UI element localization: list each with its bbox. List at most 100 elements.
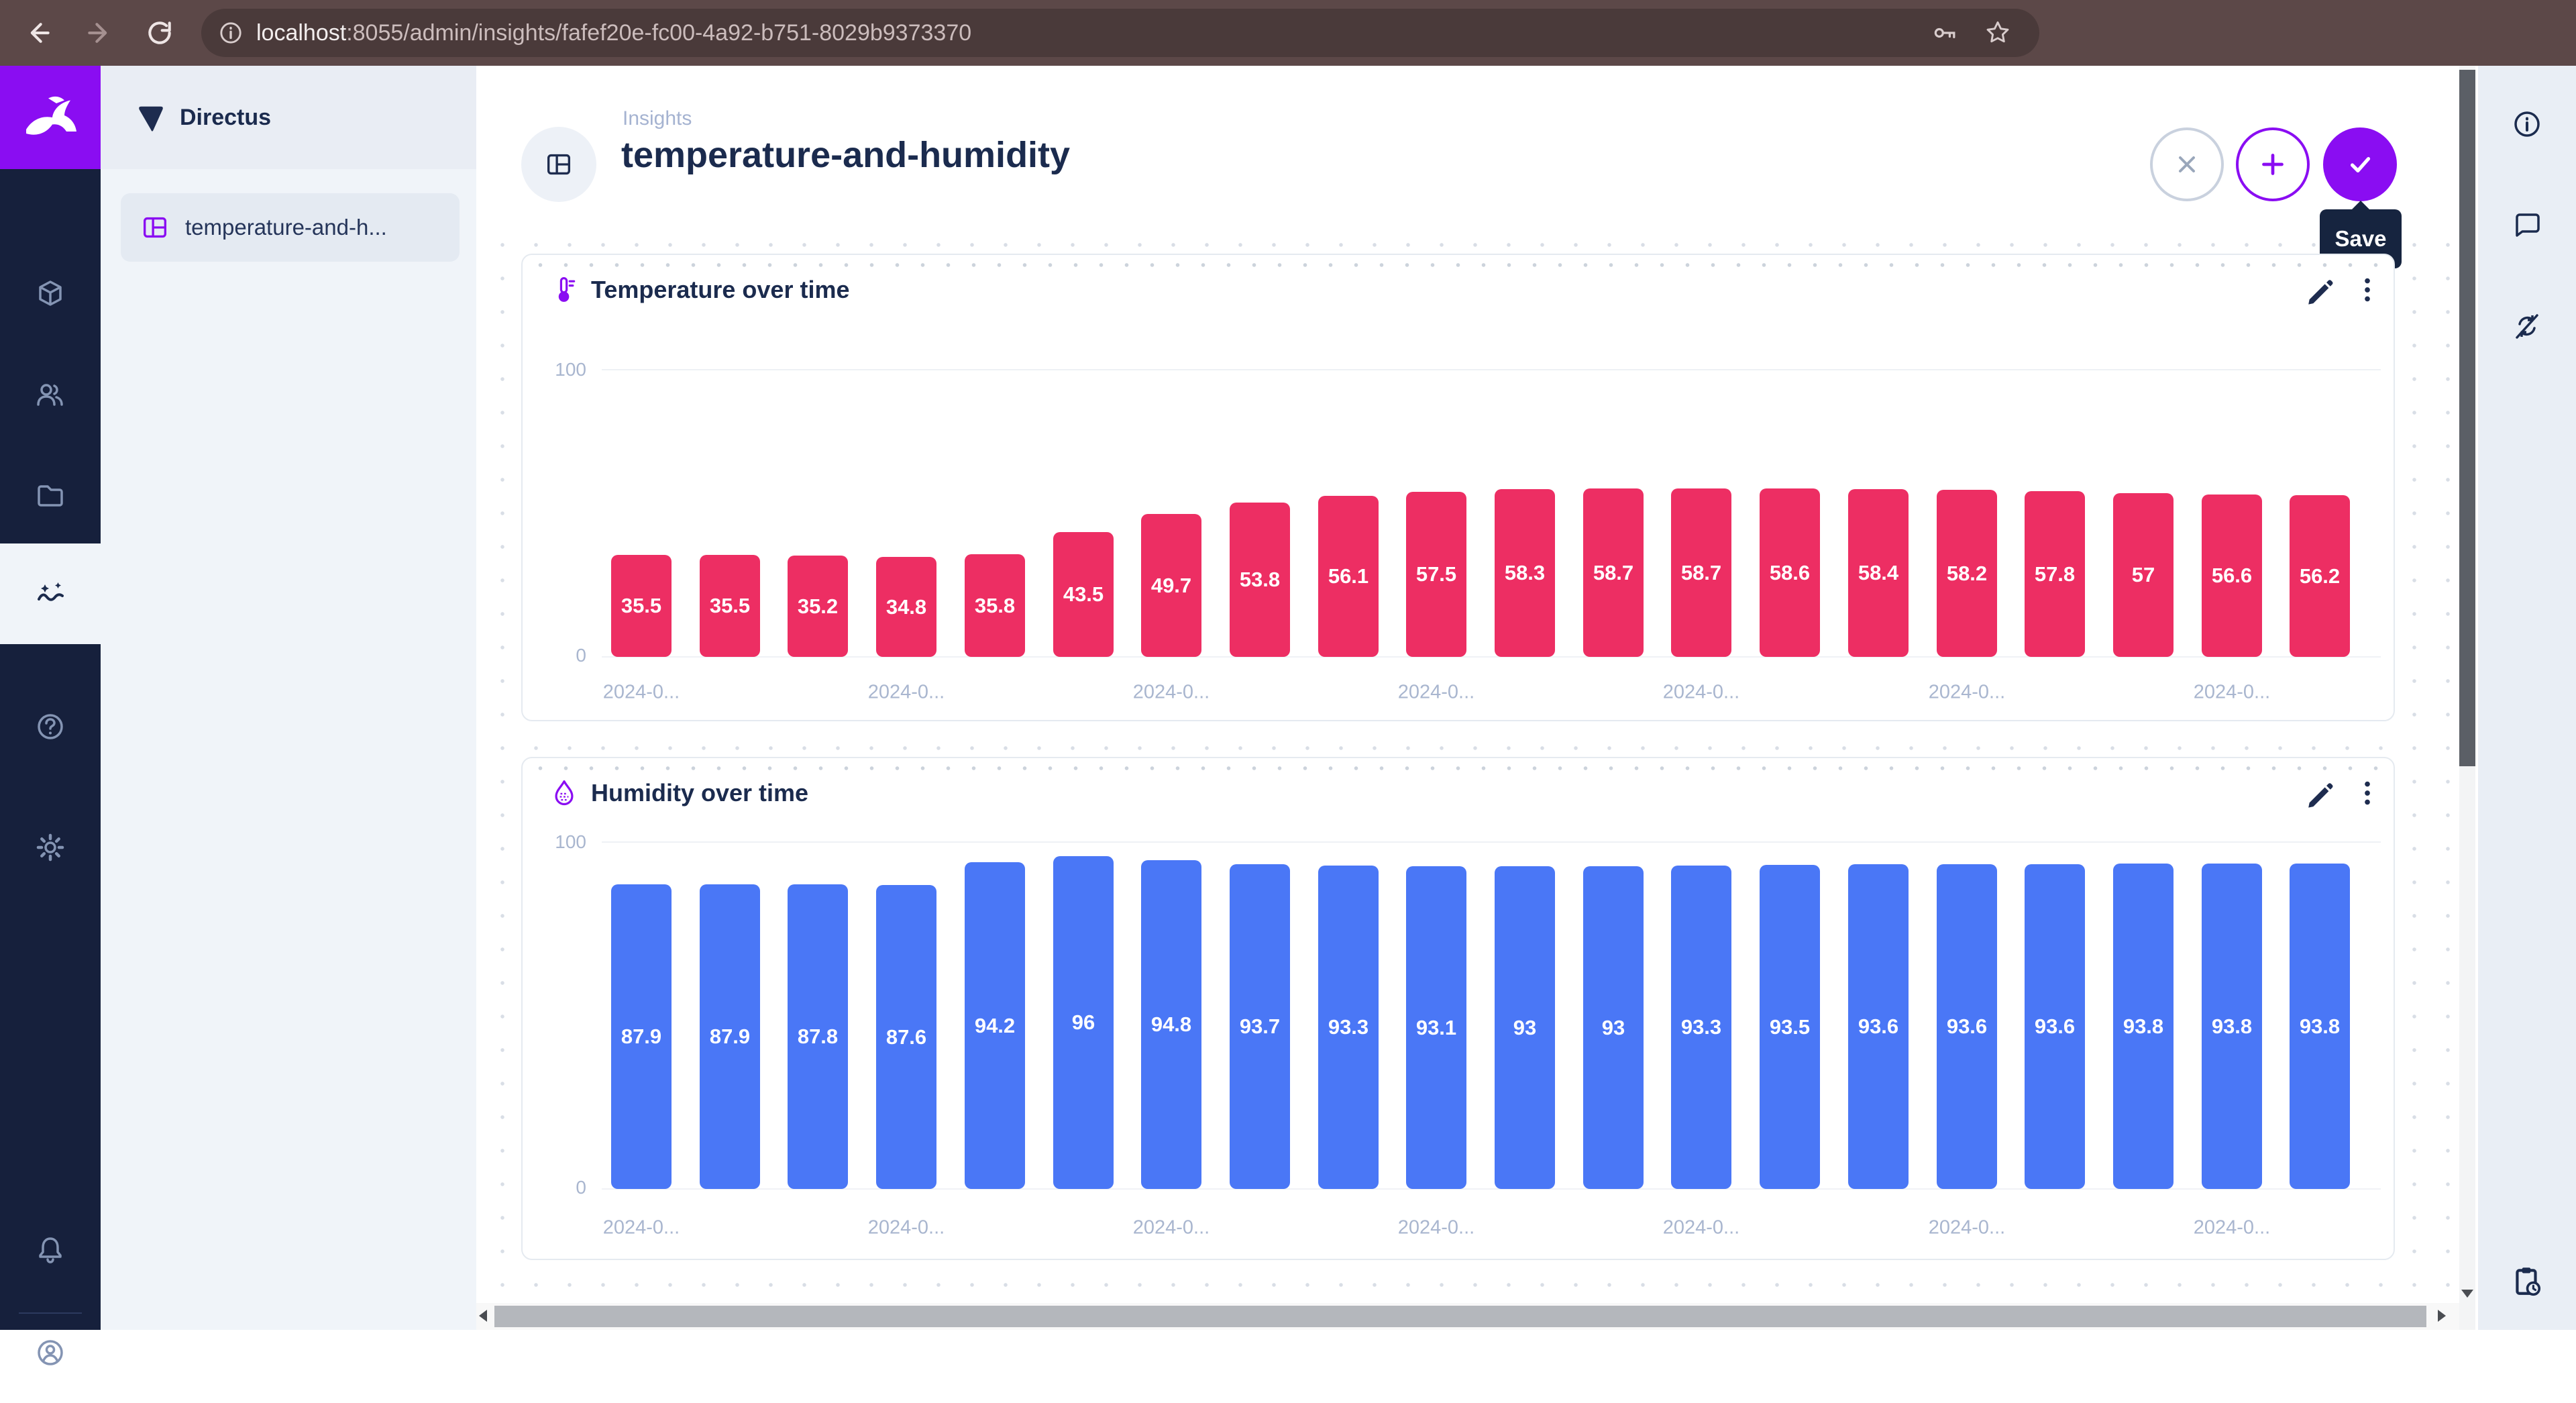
scroll-down-arrow-icon[interactable] [2461, 1290, 2473, 1298]
bar[interactable]: 58.6 [1760, 488, 1820, 657]
project-chooser[interactable]: Directus [101, 66, 476, 169]
bar-value-label: 58.6 [1769, 560, 1811, 584]
bar[interactable]: 58.4 [1848, 489, 1909, 657]
bar[interactable]: 87.6 [876, 885, 936, 1189]
bar[interactable]: 57.8 [2025, 491, 2085, 657]
clipboard-clock-icon[interactable] [2478, 1264, 2576, 1298]
bar[interactable]: 58.3 [1495, 489, 1555, 657]
directus-logo[interactable] [0, 66, 101, 169]
bar-value-label: 35.2 [797, 594, 839, 618]
bookmark-star-icon[interactable] [1983, 18, 2012, 48]
bar[interactable]: 35.2 [788, 556, 848, 657]
panel-title: Humidity over time [591, 779, 809, 807]
panel-drag-dots [532, 762, 2384, 774]
bar-value-label: 93.7 [1239, 1015, 1281, 1038]
bar-value-label: 93 [1601, 1015, 1625, 1039]
bar[interactable]: 58.7 [1583, 488, 1644, 657]
bar[interactable]: 87.8 [788, 884, 848, 1189]
bar[interactable]: 93.3 [1318, 866, 1379, 1189]
browser-reload-icon[interactable] [145, 18, 174, 48]
bar[interactable]: 49.7 [1141, 514, 1201, 657]
bar[interactable]: 93.5 [1760, 865, 1820, 1189]
cancel-button[interactable] [2150, 127, 2224, 201]
bar[interactable]: 56.6 [2202, 495, 2262, 657]
browser-forward-icon[interactable] [85, 18, 114, 48]
module-settings-icon[interactable] [0, 797, 101, 898]
comments-icon[interactable] [2478, 208, 2576, 240]
bar[interactable]: 35.5 [611, 555, 672, 657]
x-axis-label: 2024-0... [1928, 681, 2006, 703]
site-info-icon[interactable] [217, 19, 244, 46]
notifications-bell-icon[interactable] [0, 1200, 101, 1300]
bar[interactable]: 53.8 [1230, 503, 1290, 657]
panel-drag-dots [532, 259, 2384, 271]
info-icon[interactable] [2478, 108, 2576, 140]
bar[interactable]: 93.8 [2202, 864, 2262, 1189]
horizontal-scrollbar-thumb[interactable] [494, 1306, 2426, 1327]
bar[interactable]: 87.9 [611, 884, 672, 1189]
bar[interactable]: 93.6 [2025, 864, 2085, 1189]
bar[interactable]: 94.8 [1141, 860, 1201, 1189]
bar[interactable]: 58.2 [1937, 490, 1997, 657]
scroll-left-arrow-icon[interactable] [479, 1310, 487, 1322]
x-axis-label: 2024-0... [1928, 1216, 2006, 1239]
bar[interactable]: 56.1 [1318, 496, 1379, 657]
scroll-right-arrow-icon[interactable] [2438, 1310, 2446, 1322]
humidity-drop-icon [549, 778, 579, 808]
bar[interactable]: 34.8 [876, 557, 936, 657]
bar[interactable]: 96 [1053, 856, 1114, 1189]
password-key-icon[interactable] [1931, 18, 1960, 48]
edit-panel-icon[interactable] [2304, 274, 2334, 305]
module-content-icon[interactable] [0, 244, 101, 344]
panel-temperature[interactable]: Temperature over time 100 0 35.5 2024-0..… [521, 254, 2395, 721]
bar[interactable]: 93 [1583, 866, 1644, 1189]
bar[interactable]: 58.7 [1671, 488, 1731, 657]
page-header-dashboard-icon[interactable] [521, 127, 596, 202]
module-bar [0, 66, 101, 1365]
auto-refresh-off-icon[interactable] [2478, 310, 2576, 342]
bar[interactable]: 93.1 [1406, 866, 1466, 1189]
vertical-scrollbar-thumb[interactable] [2459, 70, 2475, 766]
bar[interactable]: 93 [1495, 866, 1555, 1189]
bar[interactable]: 57 [2113, 493, 2174, 657]
bar[interactable]: 43.5 [1053, 532, 1114, 657]
bar[interactable]: 93.7 [1230, 864, 1290, 1189]
bar-value-label: 56.2 [2299, 564, 2341, 588]
save-button[interactable] [2323, 127, 2397, 201]
bar-value-label: 35.5 [621, 594, 662, 617]
bar[interactable]: 93.3 [1671, 866, 1731, 1189]
bar[interactable]: 93.6 [1848, 864, 1909, 1189]
thermometer-icon [549, 275, 579, 305]
sidebar-item-dashboard[interactable]: temperature-and-h... [121, 193, 460, 262]
bar[interactable]: 93.8 [2113, 864, 2174, 1189]
x-axis-label: 2024-0... [2193, 1216, 2271, 1239]
address-bar[interactable]: localhost:8055/admin/insights/fafef20e-f… [201, 9, 2039, 57]
bar-value-label: 93.1 [1415, 1015, 1457, 1039]
panel-more-icon[interactable] [2352, 778, 2383, 809]
bar[interactable]: 35.5 [700, 555, 760, 657]
bar[interactable]: 93.6 [1937, 864, 1997, 1189]
module-users-icon[interactable] [0, 344, 101, 445]
bar-value-label: 94.8 [1150, 1012, 1192, 1036]
user-avatar-icon[interactable] [0, 1302, 101, 1403]
module-help-icon[interactable] [0, 676, 101, 777]
panel-more-icon[interactable] [2352, 274, 2383, 305]
bar[interactable]: 57.5 [1406, 492, 1466, 657]
x-axis-label: 2024-0... [1662, 681, 1740, 703]
x-axis-label: 2024-0... [1397, 681, 1475, 703]
bar[interactable]: 56.2 [2290, 495, 2350, 657]
add-panel-button[interactable] [2236, 127, 2310, 201]
bar-value-label: 93.8 [2299, 1014, 2341, 1038]
x-axis-label: 2024-0... [1397, 1216, 1475, 1239]
module-files-icon[interactable] [0, 445, 101, 545]
bar[interactable]: 94.2 [965, 862, 1025, 1189]
module-insights-icon[interactable] [0, 543, 101, 644]
edit-panel-icon[interactable] [2304, 778, 2334, 809]
bar[interactable]: 87.9 [700, 884, 760, 1189]
bar[interactable]: 35.8 [965, 554, 1025, 657]
url-text[interactable]: localhost:8055/admin/insights/fafef20e-f… [256, 20, 971, 46]
panel-humidity[interactable]: Humidity over time 100 0 87.9 2024-0... 87… [521, 757, 2395, 1260]
browser-back-icon[interactable] [23, 18, 53, 48]
bar[interactable]: 93.8 [2290, 864, 2350, 1189]
bar-value-label: 57.8 [2034, 562, 2076, 586]
